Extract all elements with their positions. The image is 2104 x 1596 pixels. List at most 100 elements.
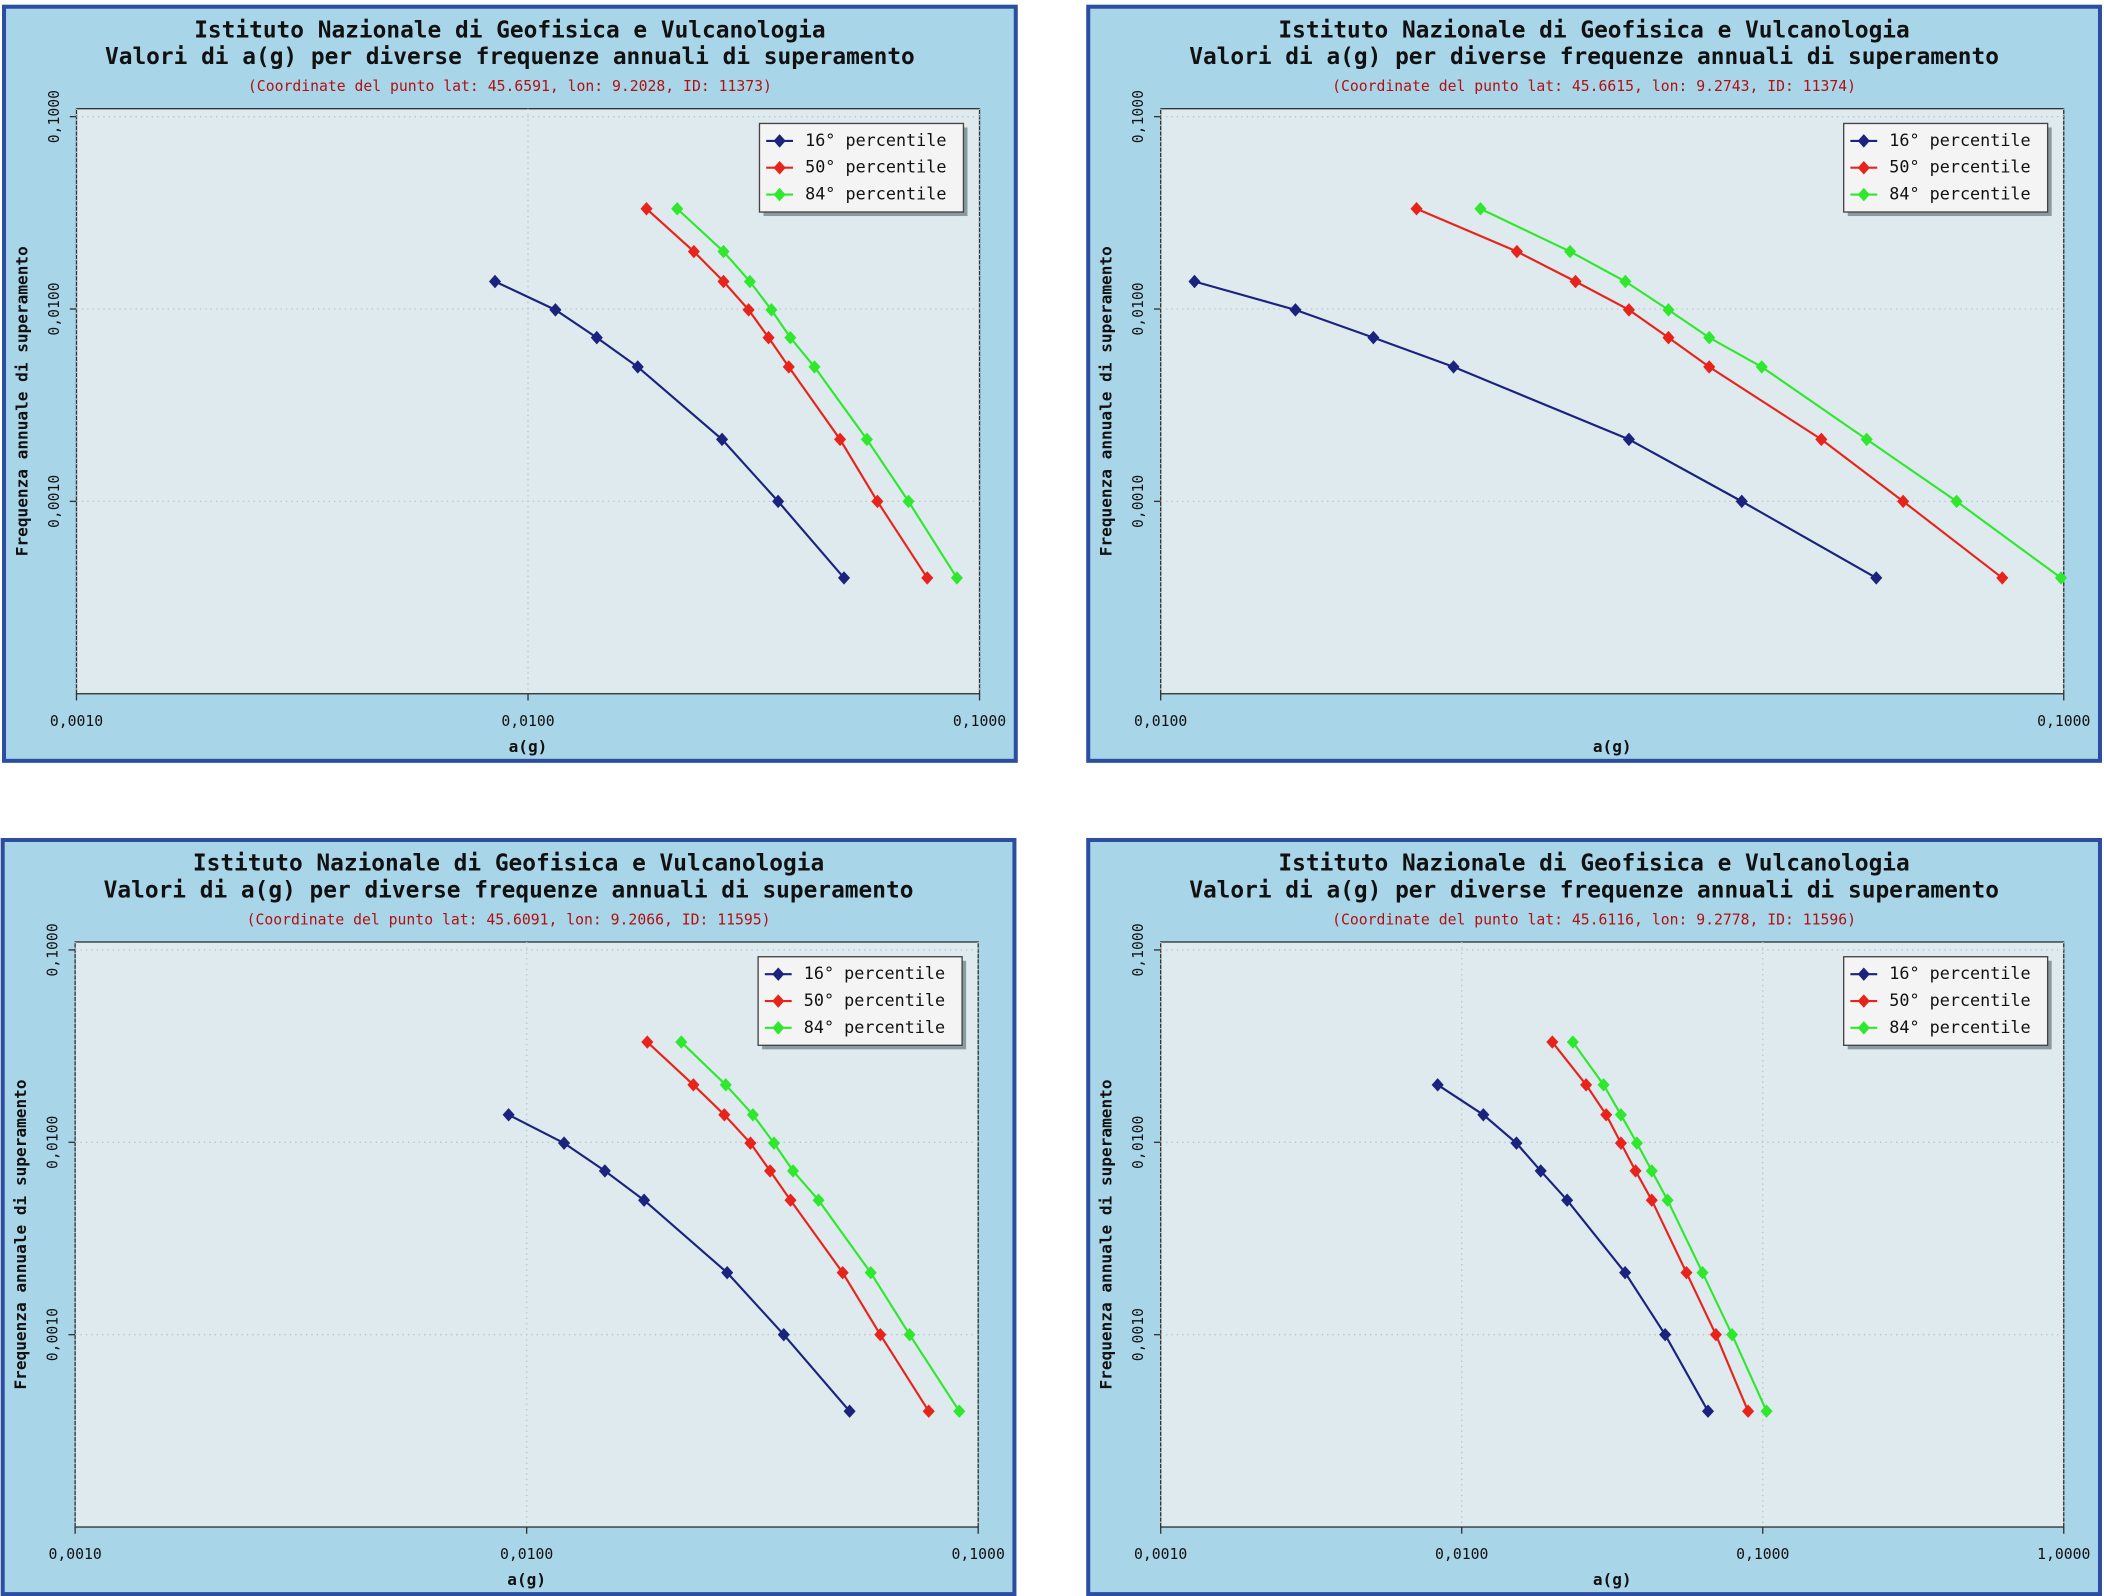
point <box>1703 360 1716 374</box>
point <box>1569 274 1582 289</box>
point <box>1661 1193 1674 1207</box>
chart-title: Istituto Nazionale di Geofisica e Vulcan… <box>194 17 825 43</box>
point <box>1742 1404 1755 1418</box>
y-axis-label: Frequenza annuale di superamento <box>12 246 31 556</box>
point <box>784 330 797 345</box>
point <box>1703 330 1716 345</box>
legend-marker <box>772 967 785 981</box>
point <box>1755 360 1768 374</box>
point <box>1614 1108 1627 1122</box>
y-tick-label: 0,0010 <box>1130 475 1147 528</box>
x-axis-label: a(g) <box>1593 737 1632 756</box>
y-tick-label: 0,0010 <box>1130 1308 1147 1361</box>
point <box>1659 1327 1672 1342</box>
legend-label: 84° percentile <box>1889 1017 2030 1037</box>
point <box>836 1265 849 1280</box>
point <box>1996 571 2009 585</box>
point <box>721 1265 734 1280</box>
point <box>1431 1078 1444 1092</box>
legend-marker <box>1857 161 1870 175</box>
legend-label: 50° percentile <box>805 157 946 177</box>
point <box>742 303 755 317</box>
legend-marker <box>772 994 785 1008</box>
point <box>1410 202 1423 216</box>
legend-label: 84° percentile <box>805 184 946 204</box>
point <box>1622 432 1635 447</box>
point <box>1564 244 1577 259</box>
point <box>772 494 785 509</box>
point <box>1701 1404 1715 1418</box>
point <box>787 1164 800 1178</box>
chart-note: (Coordinate del punto lat: 45.6091, lon:… <box>247 912 771 929</box>
point <box>638 1193 651 1207</box>
point <box>675 1035 688 1049</box>
point <box>1534 1164 1547 1178</box>
legend-label: 50° percentile <box>1889 157 2030 177</box>
chart-title: Istituto Nazionale di Geofisica e Vulcan… <box>193 851 824 877</box>
legend-marker <box>1857 967 1870 981</box>
legend-label: 50° percentile <box>804 990 945 1010</box>
y-tick-label: 0,1000 <box>1130 923 1147 976</box>
legend-label: 16° percentile <box>805 130 946 150</box>
point <box>590 330 603 345</box>
point <box>1860 432 1873 447</box>
point <box>1680 1265 1693 1280</box>
point <box>765 303 778 317</box>
chart-note: (Coordinate del punto lat: 45.6591, lon:… <box>248 78 772 95</box>
point <box>1696 1265 1709 1280</box>
y-tick-label: 0,0010 <box>46 475 63 528</box>
point <box>1870 571 1883 585</box>
x-tick-label: 0,0100 <box>500 1546 553 1563</box>
y-tick-label: 0,0100 <box>45 1116 62 1169</box>
point <box>1188 274 1201 289</box>
point <box>1897 494 1910 509</box>
legend <box>757 956 963 1046</box>
legend <box>1843 122 2049 213</box>
x-tick-label: 0,0010 <box>1134 1546 1187 1563</box>
chart-panel: Istituto Nazionale di Geofisica e Vulcan… <box>0 837 1017 1596</box>
point <box>687 244 700 259</box>
point <box>1815 432 1828 447</box>
y-tick-label: 0,0100 <box>1130 1116 1147 1169</box>
point <box>1619 1265 1632 1280</box>
chart-subtitle: Valori di a(g) per diverse frequenze ann… <box>1189 877 1999 903</box>
point <box>1580 1078 1593 1092</box>
x-tick-label: 0,1000 <box>953 713 1006 730</box>
legend <box>1843 956 2049 1046</box>
chart-title: Istituto Nazionale di Geofisica e Vulcan… <box>1278 17 1909 43</box>
chart-subtitle: Valori di a(g) per diverse frequenze ann… <box>1189 44 1999 70</box>
legend-label: 16° percentile <box>1889 130 2030 150</box>
y-tick-label: 0,0010 <box>45 1308 62 1361</box>
point <box>860 432 873 447</box>
y-tick-label: 0,1000 <box>46 90 63 143</box>
y-axis-label: Frequenza annuale di superamento <box>1097 246 1116 556</box>
series-line <box>1437 1083 1709 1412</box>
legend-marker <box>772 1021 785 1035</box>
x-tick-label: 0,1000 <box>1736 1546 1789 1563</box>
y-tick-label: 0,1000 <box>45 923 62 976</box>
x-tick-label: 0,1000 <box>2037 713 2090 730</box>
x-tick-label: 1,0000 <box>2037 1546 2090 1563</box>
point <box>902 494 915 509</box>
point <box>1447 360 1460 374</box>
point <box>1735 494 1748 509</box>
point <box>1950 494 1963 509</box>
point <box>1614 1136 1627 1150</box>
point <box>631 360 644 374</box>
x-tick-label: 0,0100 <box>1134 713 1187 730</box>
point <box>874 1327 887 1342</box>
point <box>743 274 756 289</box>
x-tick-label: 0,1000 <box>952 1546 1005 1563</box>
point <box>1619 274 1632 289</box>
point <box>488 274 502 289</box>
chart-panel: Istituto Nazionale di Geofisica e Vulcan… <box>1086 837 2102 1596</box>
legend <box>758 122 965 213</box>
point <box>1662 303 1675 317</box>
point <box>843 1404 856 1418</box>
legend-label: 16° percentile <box>804 963 945 983</box>
chart-note: (Coordinate del punto lat: 45.6116, lon:… <box>1332 912 1856 929</box>
legend-label: 50° percentile <box>1889 990 2030 1010</box>
x-axis-label: a(g) <box>509 737 548 756</box>
point <box>1510 244 1523 259</box>
